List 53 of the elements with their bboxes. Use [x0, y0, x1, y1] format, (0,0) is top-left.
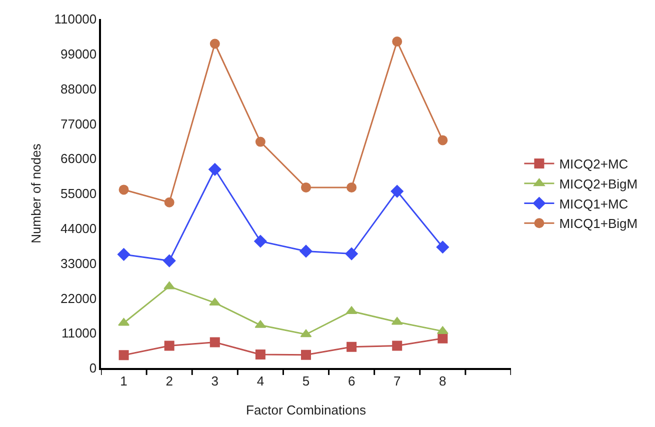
point [300, 329, 312, 338]
x-tick-label: 4 [256, 373, 264, 388]
point [392, 340, 402, 351]
y-tick-label: 66000 [60, 151, 97, 166]
point [209, 298, 221, 306]
point [438, 333, 448, 344]
point [255, 136, 266, 147]
legend-label: MICQ1+BigM [559, 216, 638, 232]
x-tick-label: 5 [302, 373, 310, 388]
y-tick-label: 99000 [60, 46, 97, 62]
y-tick-label: 77000 [60, 116, 97, 132]
point [210, 337, 220, 348]
point [300, 244, 312, 258]
point [255, 350, 266, 360]
point [346, 182, 357, 192]
point [390, 184, 404, 198]
point [301, 350, 311, 360]
y-tick-label: 44000 [60, 220, 97, 236]
y-tick-label: 0 [89, 360, 97, 376]
x-axis-title: Factor Combinations [246, 402, 366, 418]
x-tick-label: 1 [120, 373, 128, 388]
y-tick-label: 55000 [60, 186, 97, 202]
legend-label: MICQ2+BigM [559, 176, 638, 192]
point [392, 36, 402, 47]
y-tick-label: 22000 [60, 290, 97, 306]
x-tick-label: 6 [348, 373, 356, 388]
x-tick-label: 3 [211, 373, 219, 388]
point [162, 254, 176, 268]
y-tick-label: 110000 [54, 12, 97, 27]
point [346, 342, 357, 352]
point [438, 135, 448, 146]
point [208, 163, 222, 176]
x-tick-label: 7 [393, 373, 401, 388]
point [345, 247, 358, 260]
point [164, 197, 174, 208]
y-tick-label: 33000 [60, 256, 97, 271]
y-axis-title: Number of nodes [28, 143, 44, 244]
point [164, 340, 174, 351]
point [118, 318, 130, 326]
point [254, 234, 267, 248]
x-tick-label: 8 [439, 373, 446, 388]
point [436, 240, 450, 254]
point [164, 281, 176, 290]
point [118, 184, 129, 195]
legend-label: MICQ1+MC [559, 196, 628, 212]
y-tick-label: 11000 [61, 326, 97, 341]
x-tick-label: 2 [166, 373, 173, 388]
point [118, 350, 129, 360]
point [117, 248, 130, 261]
point [301, 182, 311, 192]
point [210, 38, 220, 49]
legend-label: MICQ2+MC [559, 156, 628, 172]
y-tick-label: 88000 [60, 81, 97, 96]
